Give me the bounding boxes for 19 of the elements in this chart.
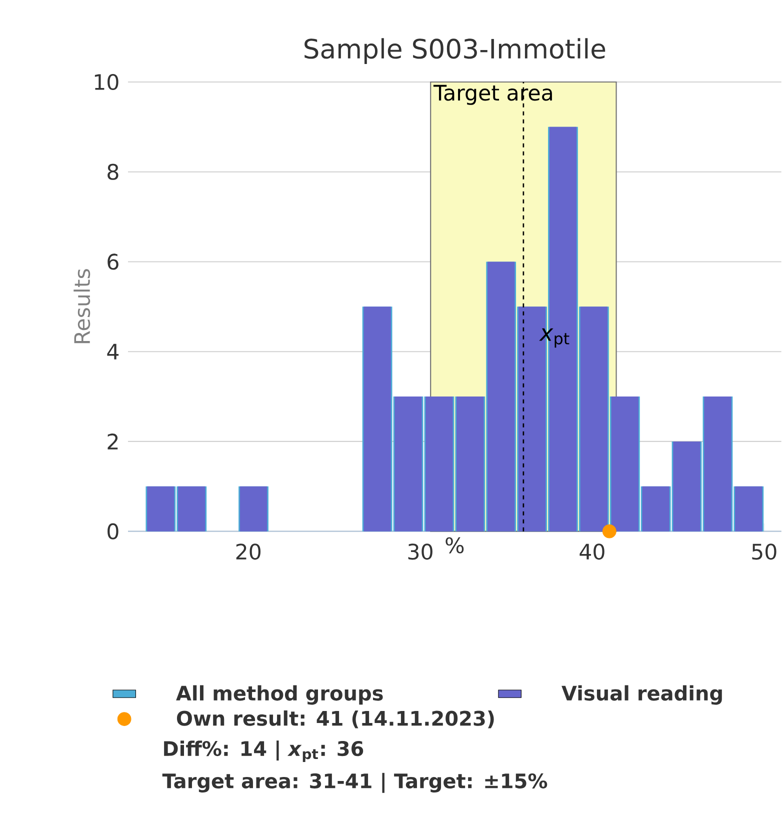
legend-label: Visual reading	[562, 685, 722, 705]
y-tick-label: 0	[108, 523, 118, 540]
y-tick-label: 8	[108, 164, 118, 180]
x-axis-title: %	[446, 537, 464, 554]
text: Target area: 31-41 | Target: ±15%	[162, 772, 548, 793]
legend-label: All method groups	[176, 685, 383, 705]
y-tick-label: 4	[107, 344, 119, 360]
x-tick-label: 40	[580, 544, 604, 560]
text: Diff%: 14 | x$_{pt}$: 36	[164, 740, 364, 762]
y-tick-label: 10	[94, 74, 118, 90]
y-tick-label: 6	[108, 254, 118, 270]
x-tick-label: 30	[408, 544, 432, 560]
y-tick-label: 2	[108, 434, 118, 450]
band-label: Target area	[433, 84, 552, 105]
legend-label: Own result: 41 (14.11.2023)	[176, 710, 494, 728]
x-tick-label: 50	[752, 544, 776, 560]
x-tick-label: 20	[236, 544, 260, 560]
chart-title: Sample S003-Immotile	[304, 38, 606, 64]
y-axis-title: Results	[74, 269, 90, 344]
